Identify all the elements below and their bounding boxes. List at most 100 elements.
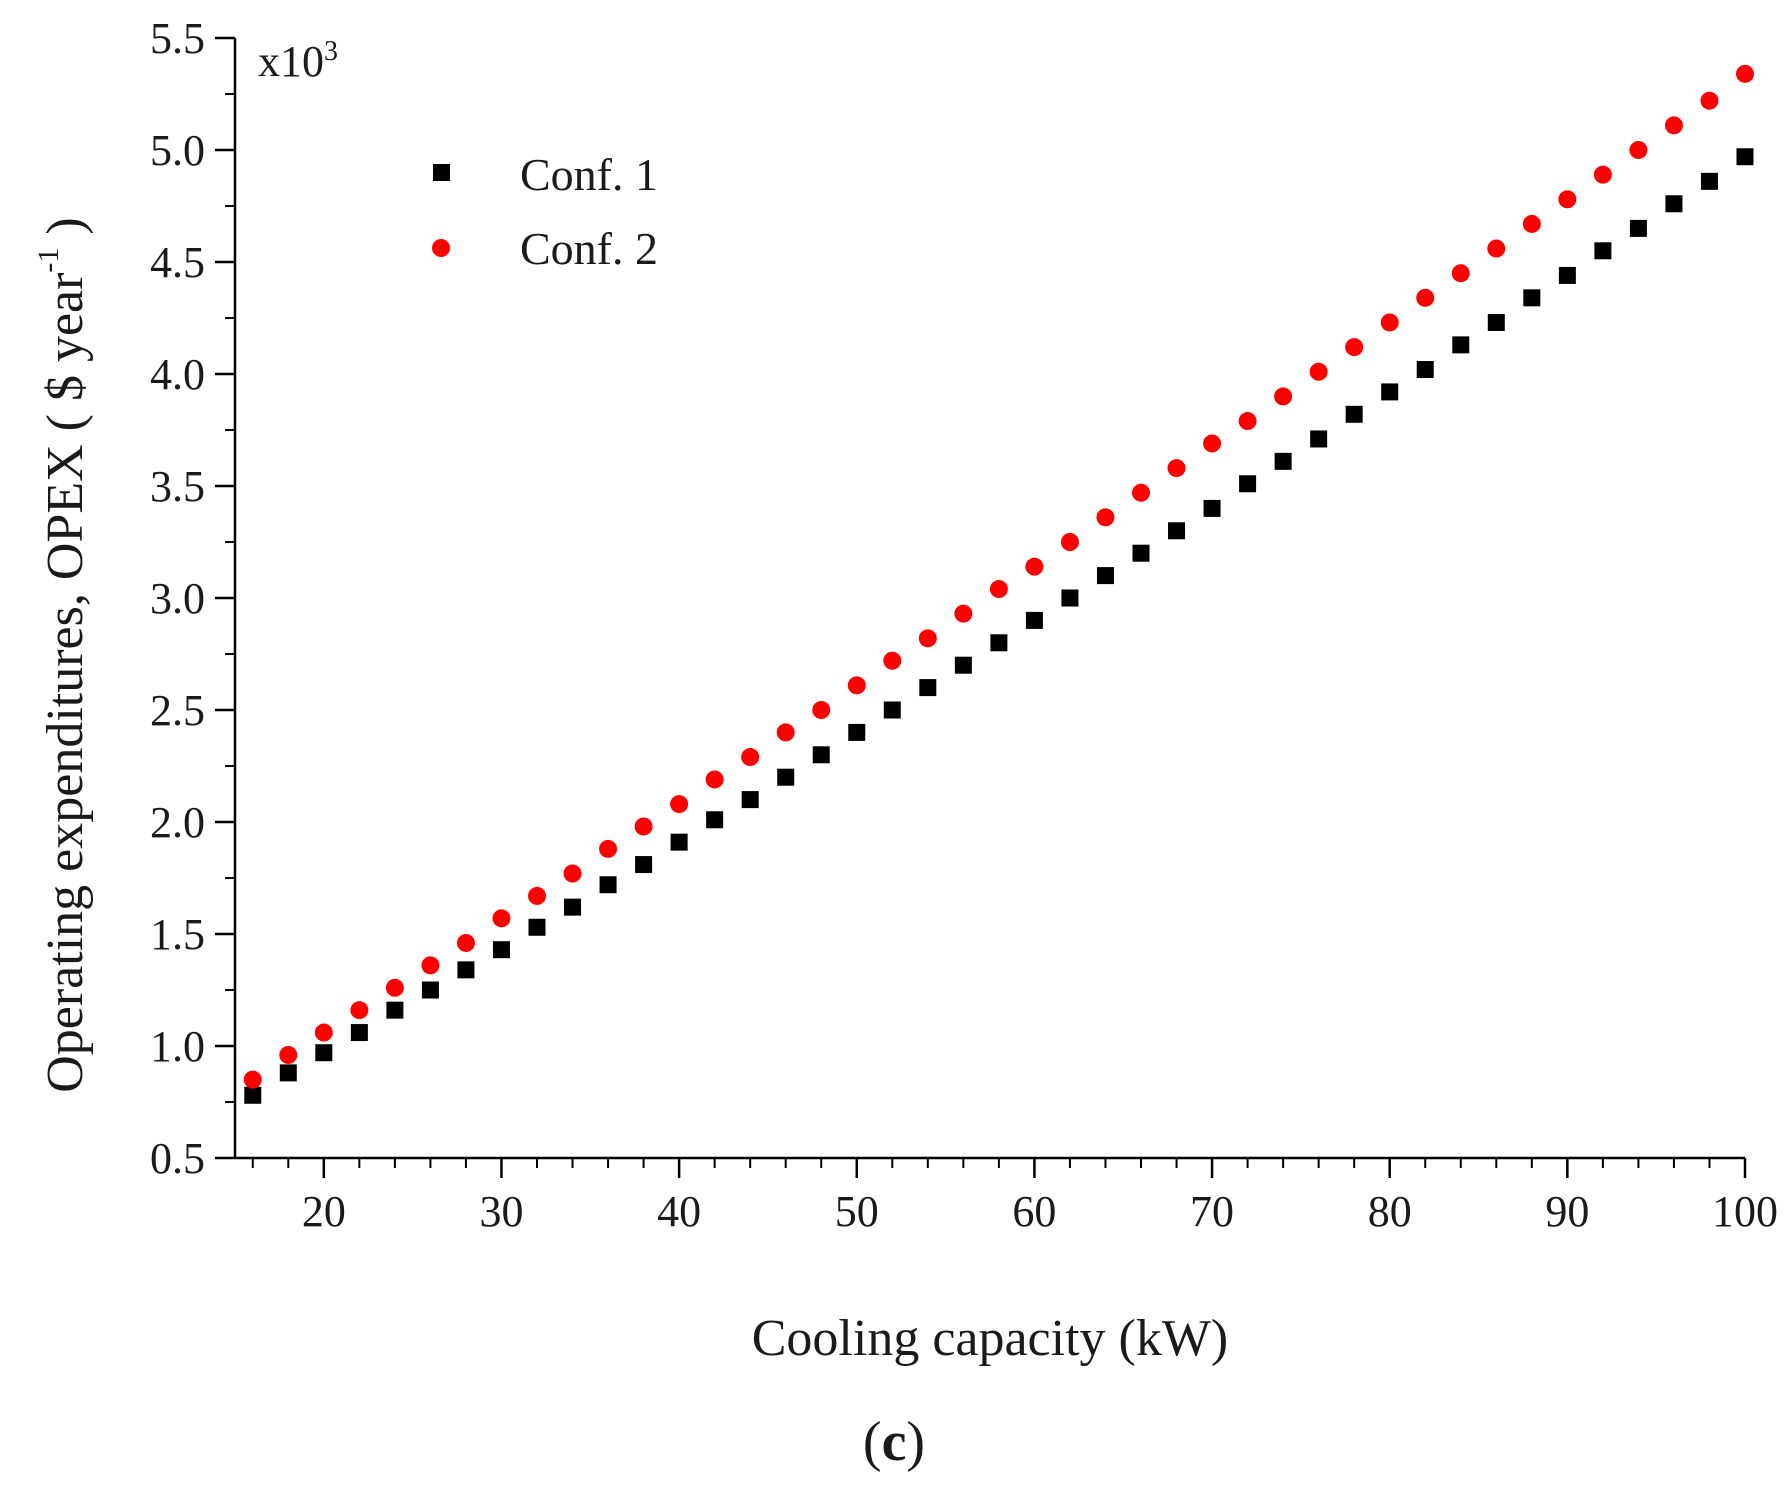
conf-2-point <box>1167 459 1186 478</box>
conf-2-point <box>634 817 653 836</box>
conf-2-point <box>563 864 582 883</box>
conf-1-point <box>1310 430 1328 448</box>
conf-1-point <box>1629 219 1647 237</box>
conf-1-point <box>1523 289 1541 307</box>
conf-1-point <box>1345 405 1363 423</box>
conf-1-point <box>244 1086 262 1104</box>
x-tick-label: 20 <box>302 1187 346 1236</box>
series-conf-2 <box>243 64 1754 1089</box>
conf-2-point <box>385 978 404 997</box>
conf-2-point <box>1558 190 1577 209</box>
conf-2-point <box>1274 387 1293 406</box>
conf-1-point <box>1132 544 1150 562</box>
conf-2-point <box>528 886 546 905</box>
conf-1-point <box>1416 361 1434 379</box>
conf-2-point <box>350 1001 369 1020</box>
x-axis-title: Cooling capacity (kW) <box>752 1310 1229 1367</box>
conf-1-point <box>315 1044 333 1062</box>
conf-2-point <box>1593 165 1612 184</box>
conf-1-point <box>492 941 510 959</box>
conf-1-point <box>457 961 475 979</box>
y-tick-label: 0.5 <box>150 1134 205 1183</box>
x-tick-label: 100 <box>1712 1187 1778 1236</box>
conf-1-point <box>1239 475 1257 493</box>
conf-2-point <box>1487 239 1506 258</box>
y-tick-label: 4.0 <box>150 350 205 399</box>
conf-2-point <box>314 1023 333 1042</box>
conf-2-point <box>456 933 475 952</box>
conf-1-point <box>706 811 724 829</box>
conf-2-point <box>1132 483 1150 502</box>
conf-1-point <box>1203 499 1221 517</box>
conf-1-point <box>528 918 546 936</box>
conf-2-point <box>705 770 724 789</box>
conf-2-point <box>1060 533 1079 551</box>
y-tick-label: 2.0 <box>150 798 205 847</box>
conf-1-point <box>954 656 972 674</box>
conf-1-point <box>670 833 688 851</box>
x-tick-label: 50 <box>835 1187 879 1236</box>
data-series <box>243 64 1754 1104</box>
conf-2-point <box>776 723 795 742</box>
conf-2-point <box>847 676 866 695</box>
conf-1-point <box>386 1001 404 1019</box>
conf-1-point <box>990 634 1008 652</box>
conf-2-point <box>918 629 937 648</box>
conf-1-point <box>883 701 901 719</box>
y-multiplier: x103 <box>258 36 338 86</box>
conf-2-point <box>1664 116 1683 135</box>
conf-2-point <box>1736 64 1754 83</box>
conf-1-point <box>1487 313 1505 331</box>
conf-2-point <box>1096 508 1115 527</box>
conf-2-point <box>279 1045 298 1064</box>
legend-marker-conf-1 <box>433 164 450 181</box>
conf-1-point <box>777 768 795 786</box>
y-tick-label: 5.5 <box>150 14 205 63</box>
conf-2-point <box>1309 362 1328 381</box>
legend-label-conf-2: Conf. 2 <box>520 223 658 274</box>
conf-1-point <box>1274 452 1292 470</box>
conf-1-point <box>1736 148 1754 166</box>
x-ticks: 20 30 40 50 60 70 80 90 100 <box>251 1158 1778 1236</box>
y-tick-label: 3.5 <box>150 462 205 511</box>
conf-1-point <box>635 856 653 874</box>
conf-1-point <box>919 679 937 697</box>
conf-2-point <box>1416 288 1435 307</box>
y-tick-label: 4.5 <box>150 238 205 287</box>
plot-area: 20 30 40 50 60 70 80 90 100 0.5 1.0 1.5 2.0 2.5 3.0 3.… <box>150 14 1778 1236</box>
conf-2-point <box>1380 313 1399 332</box>
conf-2-point <box>883 651 902 670</box>
conf-2-point <box>599 839 618 858</box>
x-tick-label: 30 <box>479 1187 523 1236</box>
conf-2-point <box>1451 264 1470 283</box>
y-tick-label: 3.0 <box>150 574 205 623</box>
conf-2-point <box>741 748 760 767</box>
conf-1-point <box>279 1064 297 1082</box>
y-tick-label: 1.5 <box>150 910 205 959</box>
conf-1-point <box>1381 383 1399 401</box>
conf-2-point <box>1522 214 1541 233</box>
y-tick-label: 1.0 <box>150 1022 205 1071</box>
x-tick-label: 70 <box>1190 1187 1234 1236</box>
conf-1-point <box>1558 266 1576 284</box>
conf-1-point <box>350 1024 368 1042</box>
conf-2-point <box>1203 434 1222 453</box>
x-tick-label: 60 <box>1012 1187 1056 1236</box>
x-tick-label: 90 <box>1545 1187 1589 1236</box>
panel-label: (c) <box>863 1411 925 1473</box>
legend-marker-conf-2 <box>432 239 450 257</box>
x-tick-label: 80 <box>1368 1187 1412 1236</box>
legend: Conf. 1 Conf. 2 <box>432 149 658 274</box>
conf-2-point <box>243 1070 262 1089</box>
conf-1-point <box>1061 589 1079 607</box>
y-tick-label: 5.0 <box>150 126 205 175</box>
conf-1-point <box>1025 611 1043 629</box>
conf-1-point <box>564 898 582 916</box>
legend-label-conf-1: Conf. 1 <box>520 149 658 200</box>
conf-1-point <box>1096 567 1114 585</box>
conf-1-point <box>1452 336 1470 354</box>
conf-2-point <box>492 909 511 928</box>
conf-1-point <box>848 723 866 741</box>
series-conf-1 <box>244 148 1754 1104</box>
